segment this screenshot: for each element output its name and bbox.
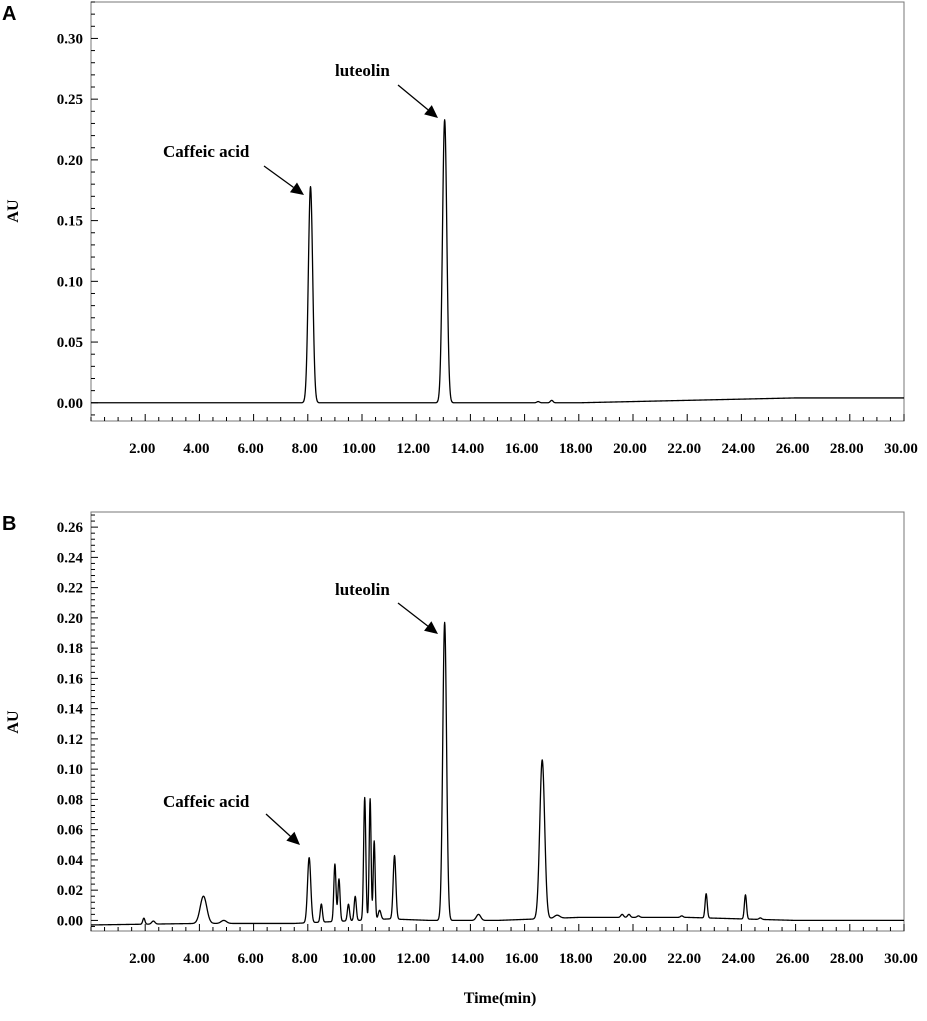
- y-tick-label: 0.16: [57, 671, 84, 687]
- x-tick-label: 10.00: [342, 441, 376, 457]
- x-tick-label: 22.00: [667, 441, 701, 457]
- x-tick-label: 8.00: [292, 441, 318, 457]
- y-tick-label: 0.24: [57, 550, 84, 566]
- y-tick-label: 0.25: [57, 92, 83, 108]
- x-tick-label: 16.00: [505, 441, 539, 457]
- y-tick-label: 0.10: [57, 762, 83, 778]
- x-tick-label: 26.00: [776, 441, 810, 457]
- x-tick-label: 12.00: [396, 441, 430, 457]
- y-tick-label: 0.20: [57, 611, 83, 627]
- x-tick-label: 12.00: [396, 951, 430, 967]
- x-tick-label: 2.00: [129, 441, 155, 457]
- caffeic-acid-label: Caffeic acid: [163, 792, 250, 811]
- y-tick-label: 0.22: [57, 581, 83, 597]
- caffeic-acid-arrow: [265, 813, 291, 837]
- x-tick-label: 10.00: [342, 951, 376, 967]
- caffeic-acid-arrowhead: [289, 182, 304, 195]
- x-tick-label: 30.00: [884, 951, 918, 967]
- x-tick-label: 4.00: [183, 441, 209, 457]
- luteolin-arrow: [397, 602, 429, 627]
- y-tick-label: 0.00: [57, 913, 83, 929]
- x-tick-label: 30.00: [884, 441, 918, 457]
- y-tick-label: 0.04: [57, 853, 84, 869]
- luteolin-arrowhead: [424, 621, 438, 634]
- x-tick-label: 24.00: [722, 951, 756, 967]
- y-tick-label: 0.06: [57, 823, 84, 839]
- y-tick-label: 0.12: [57, 732, 83, 748]
- luteolin-label: luteolin: [335, 61, 390, 80]
- y-tick-label: 0.05: [57, 335, 83, 351]
- panel-letter: B: [2, 513, 16, 535]
- plot-frame: [90, 511, 905, 932]
- y-tick-label: 0.15: [57, 214, 83, 230]
- x-tick-label: 6.00: [237, 951, 263, 967]
- caffeic-acid-arrowhead: [286, 831, 300, 845]
- x-tick-label: 6.00: [237, 441, 263, 457]
- y-tick-label: 0.00: [57, 396, 83, 412]
- y-tick-label: 0.18: [57, 641, 83, 657]
- y-tick-label: 0.20: [57, 153, 83, 169]
- chart-panel-a: A AU 0.00 0.05 0.10 0.15 0.20 0.25 0.30 2.00 4.00 6…: [2, 1, 918, 457]
- luteolin-arrow: [397, 84, 429, 111]
- y-axis-title: AU: [5, 199, 22, 223]
- chromatogram-trace: [90, 621, 905, 926]
- x-tick-label: 18.00: [559, 951, 593, 967]
- x-tick-label: 26.00: [776, 951, 810, 967]
- y-axis-title: AU: [5, 710, 22, 734]
- chart-panel-b: B AU 0.00 0.02 0.04 0.06 0.08 0.10 0.12 0.14 0.16 0…: [2, 511, 918, 1007]
- x-tick-label: 14.00: [451, 441, 485, 457]
- y-tick-label: 0.02: [57, 883, 83, 899]
- plot-frame: [90, 1, 905, 422]
- x-axis-title: Time(min): [464, 990, 537, 1007]
- x-tick-label: 24.00: [722, 441, 756, 457]
- x-tick-label: 2.00: [129, 951, 155, 967]
- panel-letter: A: [2, 3, 16, 25]
- y-tick-label: 0.08: [57, 792, 83, 808]
- y-tick-label: 0.14: [57, 702, 84, 718]
- x-tick-label: 14.00: [451, 951, 485, 967]
- x-tick-label: 20.00: [613, 441, 647, 457]
- y-tick-label: 0.30: [57, 31, 83, 47]
- luteolin-label: luteolin: [335, 580, 390, 599]
- x-tick-label: 20.00: [613, 951, 647, 967]
- x-tick-label: 22.00: [667, 951, 701, 967]
- x-tick-label: 16.00: [505, 951, 539, 967]
- chromatogram-trace: [90, 119, 905, 404]
- x-tick-label: 8.00: [292, 951, 318, 967]
- x-tick-label: 18.00: [559, 441, 593, 457]
- caffeic-acid-arrow: [263, 165, 294, 188]
- x-tick-label: 4.00: [183, 951, 209, 967]
- luteolin-arrowhead: [424, 105, 438, 118]
- y-tick-label: 0.10: [57, 274, 83, 290]
- x-tick-label: 28.00: [830, 951, 864, 967]
- caffeic-acid-label: Caffeic acid: [163, 142, 250, 161]
- x-tick-label: 28.00: [830, 441, 864, 457]
- y-tick-label: 0.26: [57, 520, 84, 536]
